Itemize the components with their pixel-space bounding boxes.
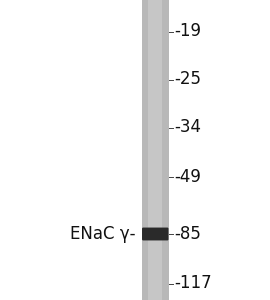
Text: -117: -117 — [174, 274, 212, 292]
Text: -19: -19 — [174, 22, 201, 40]
Text: -49: -49 — [174, 168, 201, 186]
Text: -25: -25 — [174, 70, 201, 88]
Bar — [148, 0, 162, 300]
Text: -85: -85 — [174, 225, 201, 243]
FancyBboxPatch shape — [142, 227, 168, 241]
Bar — [142, 0, 169, 300]
Text: ENaC γ-: ENaC γ- — [69, 225, 135, 243]
Text: -34: -34 — [174, 118, 201, 136]
